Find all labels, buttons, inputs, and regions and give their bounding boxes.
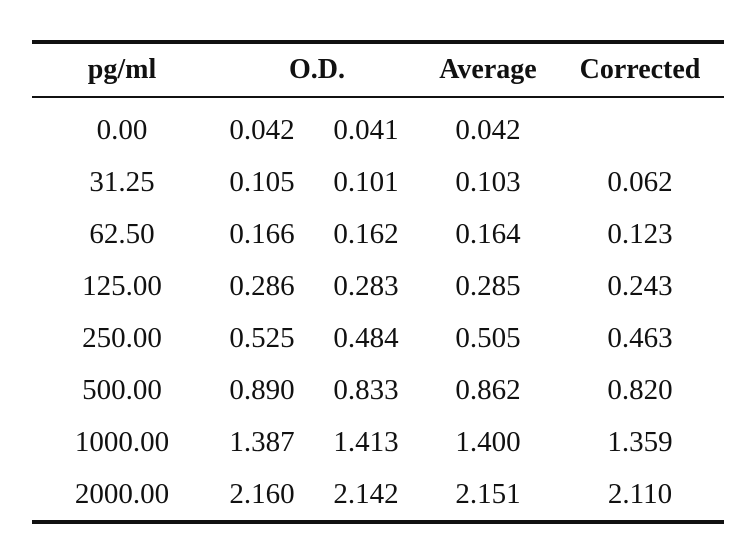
cell-corrected: 1.359: [607, 425, 673, 458]
cell-corrected: 0.463: [607, 321, 673, 354]
cell-od-2: 0.162: [333, 217, 399, 250]
cell-od-1: 0.105: [229, 165, 295, 198]
cell-od-1: 0.286: [229, 269, 295, 302]
cell-concentration: 31.25: [89, 165, 155, 198]
header-od: O.D.: [289, 54, 345, 85]
header-concentration: pg/ml: [87, 54, 157, 85]
cell-average: 0.862: [455, 373, 521, 406]
cell-od-2: 0.101: [333, 165, 399, 198]
cell-concentration: 2000.00: [74, 477, 170, 510]
table-body: 0.00 0.042 0.041 0.042 31.25 0.105 0.101…: [32, 98, 724, 520]
cell-concentration: 62.50: [89, 217, 155, 250]
table-row: 250.00 0.525 0.484 0.505 0.463: [32, 312, 724, 364]
cell-average: 0.164: [455, 217, 521, 250]
cell-corrected: 2.110: [607, 477, 673, 510]
table-bottom-rule: [32, 520, 724, 524]
table-row: 62.50 0.166 0.162 0.164 0.123: [32, 208, 724, 260]
table-row: 500.00 0.890 0.833 0.862 0.820: [32, 364, 724, 416]
cell-od-2: 0.484: [333, 321, 399, 354]
cell-concentration: 125.00: [82, 269, 162, 302]
header-corrected: Corrected: [579, 54, 701, 85]
table-row: 125.00 0.286 0.283 0.285 0.243: [32, 260, 724, 312]
cell-corrected: [570, 104, 710, 156]
cell-corrected: 0.820: [607, 373, 673, 406]
cell-od-2: 2.142: [333, 477, 399, 510]
cell-average: 0.505: [455, 321, 521, 354]
cell-average: 0.103: [455, 165, 521, 198]
cell-corrected: 0.243: [607, 269, 673, 302]
cell-average: 1.400: [455, 425, 521, 458]
table-row: 31.25 0.105 0.101 0.103 0.062: [32, 156, 724, 208]
table-row: 0.00 0.042 0.041 0.042: [32, 104, 724, 156]
cell-od-2: 0.833: [333, 373, 399, 406]
cell-od-1: 0.525: [229, 321, 295, 354]
cell-od-2: 0.283: [333, 269, 399, 302]
cell-concentration: 1000.00: [74, 425, 170, 458]
cell-concentration: 250.00: [82, 321, 162, 354]
cell-average: 0.042: [455, 113, 521, 146]
table-header-rule: [32, 96, 724, 98]
cell-od-2: 0.041: [333, 113, 399, 146]
table-row: 1000.00 1.387 1.413 1.400 1.359: [32, 416, 724, 468]
table-row: 2000.00 2.160 2.142 2.151 2.110: [32, 468, 724, 520]
cell-od-1: 0.042: [229, 113, 295, 146]
cell-od-2: 1.413: [333, 425, 399, 458]
cell-od-1: 0.890: [229, 373, 295, 406]
cell-corrected: 0.062: [607, 165, 673, 198]
cell-concentration: 0.00: [96, 113, 148, 146]
cell-od-1: 1.387: [229, 425, 295, 458]
cell-od-1: 2.160: [229, 477, 295, 510]
standard-curve-table: pg/ml O.D. Average Corrected 0.00 0.042 …: [32, 40, 724, 524]
cell-average: 0.285: [455, 269, 521, 302]
table-header-row: pg/ml O.D. Average Corrected: [32, 44, 724, 96]
cell-od-1: 0.166: [229, 217, 295, 250]
cell-concentration: 500.00: [82, 373, 162, 406]
cell-average: 2.151: [455, 477, 521, 510]
table-top-rule: [32, 40, 724, 44]
header-average: Average: [439, 54, 537, 85]
cell-corrected: 0.123: [607, 217, 673, 250]
